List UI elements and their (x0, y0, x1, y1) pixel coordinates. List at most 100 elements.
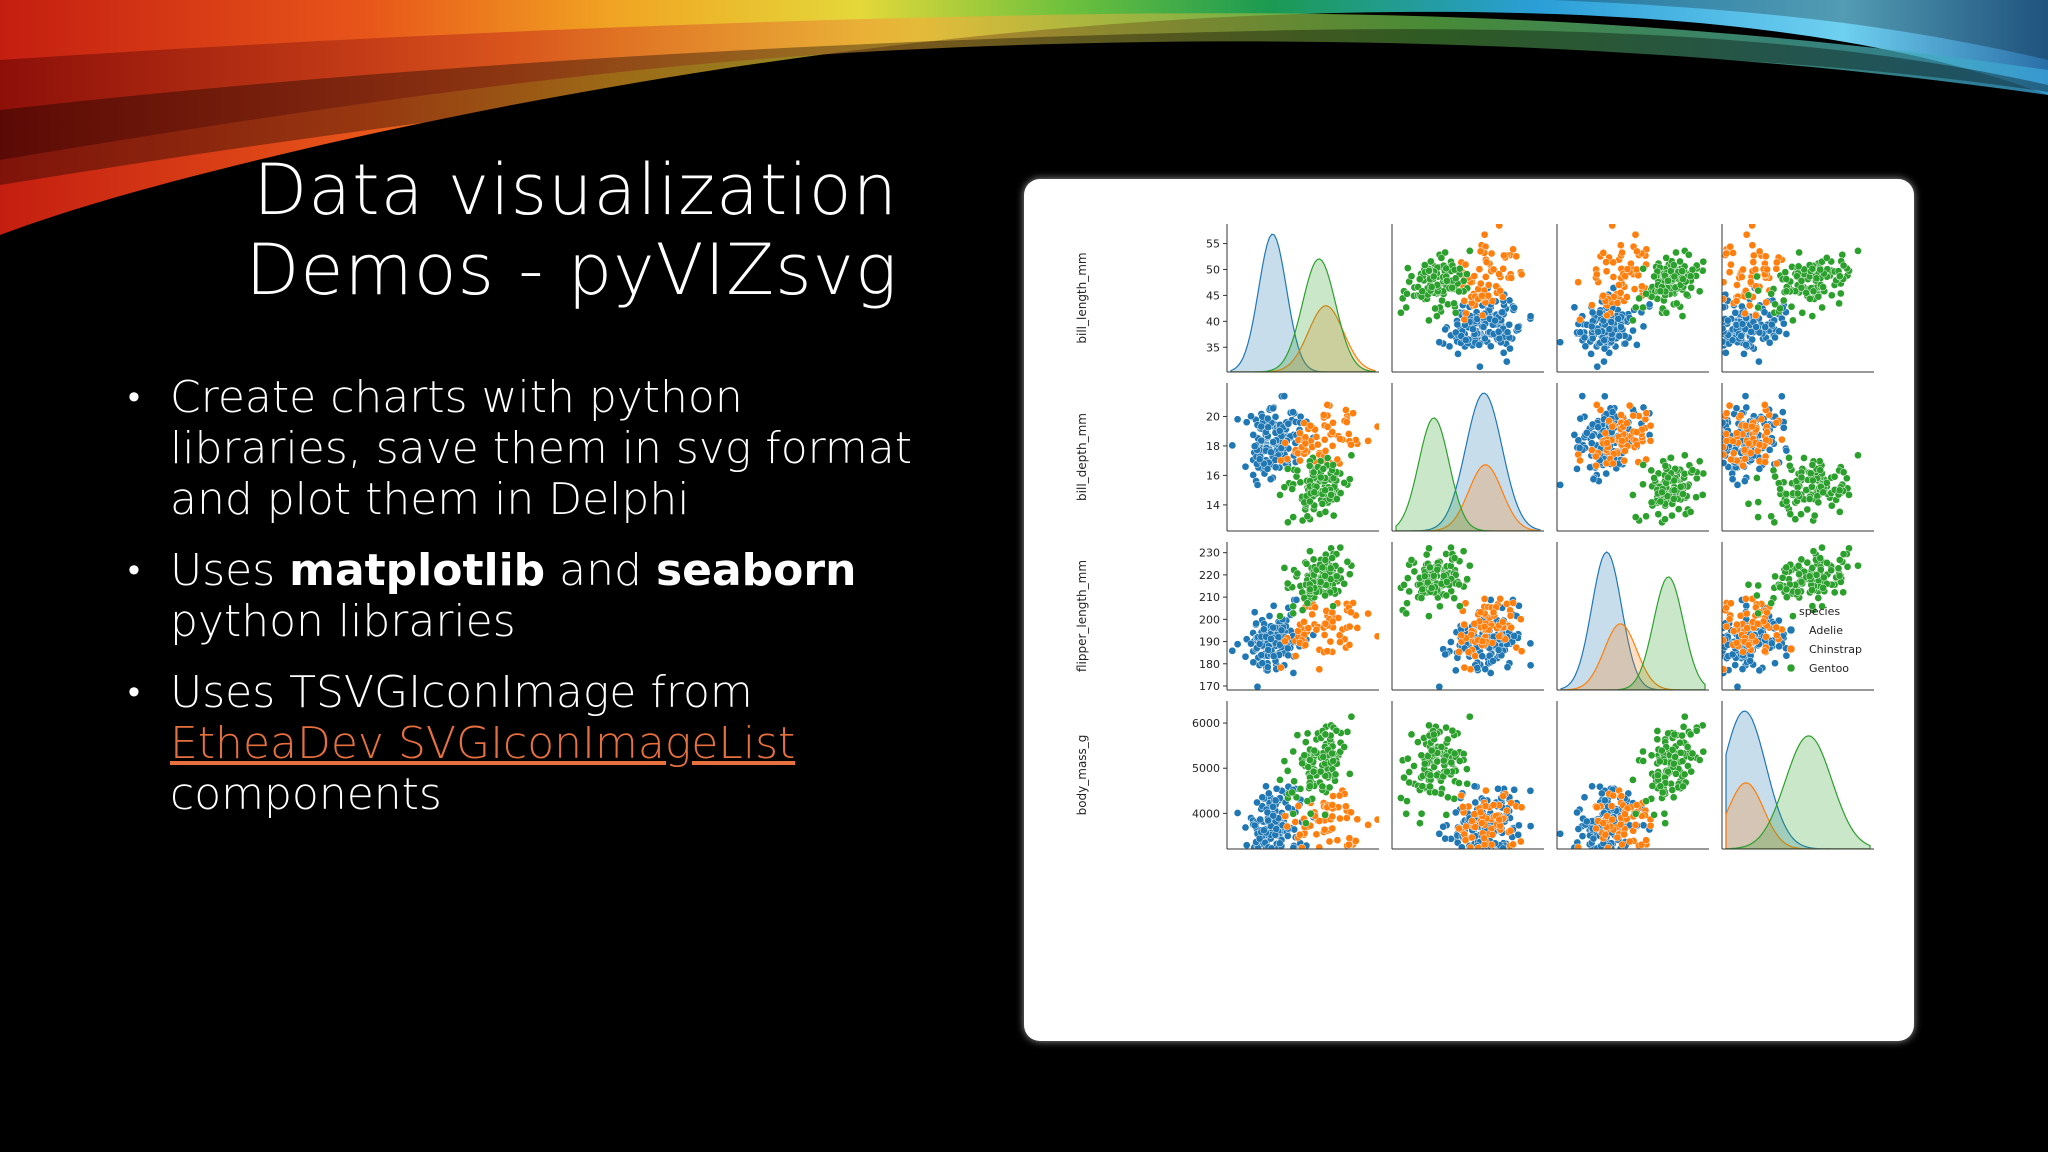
data-point (1441, 650, 1450, 659)
data-point (1316, 578, 1325, 586)
data-point (1592, 824, 1600, 833)
data-point (1328, 749, 1336, 758)
data-point (1834, 564, 1843, 573)
data-point (1309, 555, 1318, 564)
data-point (1336, 543, 1345, 552)
data-point (1725, 401, 1734, 410)
data-point (1292, 596, 1301, 604)
data-point (1437, 254, 1446, 262)
data-point (1704, 330, 1711, 337)
data-point (1798, 308, 1807, 317)
ethea-link[interactable]: EtheaDev SVGIconImageList (170, 718, 796, 769)
data-point (1460, 620, 1469, 629)
data-point (1613, 848, 1615, 849)
data-point (1320, 825, 1329, 834)
data-point (1623, 293, 1631, 301)
data-point (1573, 808, 1581, 817)
data-point (1725, 268, 1734, 277)
data-point (1464, 648, 1473, 656)
data-point (1838, 250, 1847, 259)
data-point (1499, 844, 1507, 849)
data-point (1470, 272, 1479, 280)
y-tick-label: 40 (1206, 315, 1220, 328)
chart-card: 35 40 45 50 55 bill_length_mm 14 16 18 20 bill_dep… (1024, 179, 1914, 1041)
data-point (1820, 573, 1828, 582)
data-point (1312, 433, 1321, 441)
data-point (1242, 418, 1251, 427)
data-point (1680, 451, 1689, 460)
y-tick-label: 4000 (1192, 807, 1220, 820)
data-point (1714, 293, 1721, 300)
data-point (1269, 862, 1276, 869)
data-point (1269, 802, 1277, 811)
data-point (1679, 275, 1687, 283)
data-point (1664, 276, 1672, 285)
data-point (1816, 554, 1825, 562)
data-point (1631, 303, 1640, 312)
data-point (1819, 283, 1827, 291)
data-point (1582, 817, 1591, 826)
data-point (1602, 258, 1610, 266)
data-point (1662, 308, 1671, 317)
data-point (1805, 495, 1814, 503)
data-point (1283, 644, 1292, 653)
data-point (1617, 792, 1626, 800)
data-point (1672, 770, 1680, 778)
data-point (1814, 292, 1823, 301)
data-point (1461, 836, 1470, 845)
data-point (1701, 405, 1708, 412)
data-point (1669, 759, 1678, 768)
data-point (1749, 258, 1758, 266)
data-point (1676, 738, 1684, 747)
data-point (1296, 830, 1304, 839)
data-point (1747, 327, 1756, 336)
data-point (1580, 793, 1589, 802)
data-point (1407, 730, 1416, 739)
data-point (1755, 357, 1763, 366)
data-point (1570, 431, 1579, 439)
data-point (1315, 843, 1324, 849)
data-point (1325, 783, 1334, 792)
data-point (1418, 585, 1427, 594)
data-point (1744, 439, 1753, 448)
data-point (1284, 419, 1293, 428)
data-point (1808, 586, 1816, 594)
data-point (1283, 579, 1292, 588)
data-point (1722, 409, 1731, 418)
data-point (1343, 557, 1352, 566)
bullet-item: Uses matplotlib and seaborn python libra… (128, 545, 928, 647)
data-point (1754, 581, 1763, 590)
data-point (1616, 820, 1625, 829)
data-point (1603, 439, 1611, 447)
data-point (1470, 848, 1472, 849)
data-point (1839, 550, 1848, 558)
data-point (1306, 547, 1314, 556)
data-point (1797, 473, 1806, 482)
data-point (1306, 497, 1314, 506)
data-point (1301, 738, 1310, 746)
data-point (1818, 303, 1826, 312)
data-point (1760, 401, 1769, 409)
data-point (1485, 875, 1492, 882)
data-point (1403, 797, 1411, 805)
data-point (1259, 625, 1268, 634)
data-point (1587, 439, 1596, 448)
data-point (1608, 224, 1617, 230)
data-point (1602, 469, 1611, 478)
data-point (1672, 248, 1680, 257)
data-point (1588, 862, 1595, 869)
data-point (1347, 440, 1355, 449)
data-point (1668, 511, 1676, 520)
data-point (1797, 555, 1806, 564)
data-point (1264, 646, 1273, 654)
data-point (1526, 822, 1535, 830)
data-point (1448, 283, 1457, 292)
data-point (1463, 779, 1472, 788)
data-point (1321, 591, 1329, 600)
data-point (1405, 778, 1414, 787)
panel-content (1228, 392, 1379, 527)
data-point (1460, 297, 1469, 305)
data-point (1695, 756, 1704, 764)
data-point (1574, 843, 1583, 849)
data-point (1312, 830, 1321, 839)
